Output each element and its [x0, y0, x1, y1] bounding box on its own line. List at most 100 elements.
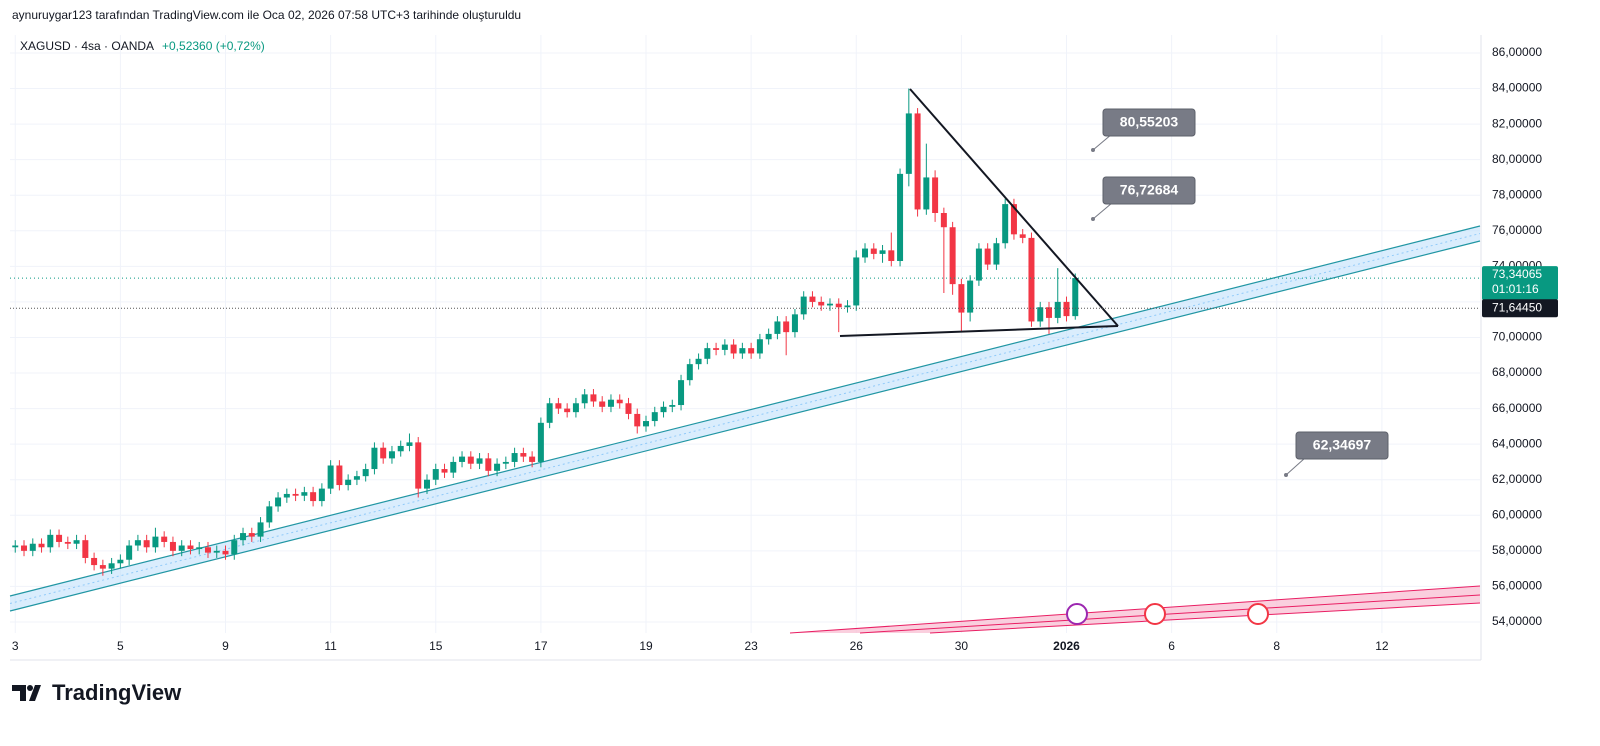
candle-body: [897, 173, 904, 262]
candle-body: [809, 296, 816, 302]
candle-body: [1019, 234, 1026, 238]
y-tick-label: 78,00000: [1492, 187, 1542, 201]
candle-body: [485, 458, 492, 471]
pink-line: [929, 602, 1481, 634]
candle-body: [38, 543, 45, 548]
channel-line: [9, 225, 1481, 597]
candle-body: [616, 399, 623, 404]
callout-box: [1295, 431, 1389, 460]
candle-body: [327, 465, 334, 489]
candle-body: [940, 212, 947, 228]
candle-body: [932, 177, 939, 213]
x-tick-label: 3: [12, 639, 19, 653]
callout-box: [1102, 108, 1196, 137]
candle-body: [529, 456, 536, 462]
callout-pointer: [1092, 202, 1113, 220]
candle-body: [1028, 237, 1035, 322]
candle-body: [853, 257, 860, 306]
candle-body: [572, 403, 579, 413]
candle-body: [494, 463, 501, 471]
candle-body: [502, 461, 509, 464]
candle-body: [651, 412, 658, 422]
pink-line: [859, 594, 1481, 634]
reference-box: [1482, 299, 1558, 318]
candle-body: [380, 447, 387, 459]
x-tick-label: 8: [1273, 639, 1280, 653]
logo-mark: [27, 685, 33, 691]
candle-body: [450, 461, 457, 473]
x-tick-label: 2026: [1053, 639, 1080, 653]
candle-body: [310, 492, 317, 502]
candle-body: [12, 545, 19, 548]
channel-line: [9, 240, 1481, 612]
candle-body: [625, 403, 632, 414]
candle-body: [721, 344, 728, 350]
candle-body: [362, 469, 369, 477]
countdown: 01:01:16: [1492, 282, 1539, 296]
event-icon[interactable]: [1144, 603, 1166, 625]
event-icon[interactable]: [1247, 603, 1269, 625]
candle-body: [1045, 307, 1052, 318]
grid: [10, 35, 1480, 633]
candle-body: [1063, 301, 1070, 317]
candle-body: [783, 321, 790, 333]
y-tick-label: 80,00000: [1492, 152, 1542, 166]
candle-body: [511, 453, 518, 462]
x-tick-label: 23: [744, 639, 758, 653]
candle-body: [546, 403, 553, 423]
candle-body: [301, 492, 308, 496]
logo-mark: [12, 685, 41, 701]
x-tick-label: 11: [324, 639, 337, 653]
x-tick-label: 6: [1168, 639, 1175, 653]
candle-body: [765, 333, 772, 340]
candle-body: [152, 536, 159, 548]
candle-body: [275, 497, 282, 507]
callout-label: 80,55203: [1120, 114, 1179, 130]
candle-body: [686, 364, 693, 381]
candle-body: [1037, 307, 1044, 322]
candle-body: [248, 533, 255, 537]
candles: [12, 88, 1079, 576]
candle-body: [643, 421, 650, 427]
candle-body: [923, 177, 930, 210]
candle-body: [914, 113, 921, 210]
event-icon[interactable]: [1066, 603, 1088, 625]
candle-body: [56, 534, 63, 542]
candle-body: [713, 348, 720, 350]
candle-body: [949, 227, 956, 285]
candle-body: [345, 479, 352, 486]
y-tick-label: 84,00000: [1492, 81, 1542, 95]
last-price-box: [1482, 266, 1558, 301]
candle-body: [336, 465, 343, 486]
candle-body: [748, 348, 755, 354]
candle-body: [704, 348, 711, 359]
candle-body: [161, 536, 168, 542]
candle-body: [520, 453, 527, 457]
candle-body: [870, 248, 877, 254]
candle-body: [82, 540, 89, 558]
candle-body: [958, 284, 965, 313]
trend-line: [839, 325, 1119, 337]
y-tick-label: 82,00000: [1492, 116, 1542, 130]
candle-body: [292, 493, 299, 496]
candle-body: [99, 565, 106, 569]
candle-body: [29, 543, 36, 551]
candle-body: [21, 545, 28, 551]
y-tick-label: 62,00000: [1492, 472, 1542, 486]
candle-body: [91, 557, 98, 566]
candle-body: [143, 540, 150, 548]
y-tick-label: 70,00000: [1492, 330, 1542, 344]
candle-body: [975, 248, 982, 281]
candle-body: [984, 248, 991, 265]
candle-body: [835, 303, 842, 308]
y-tick-label: 86,00000: [1492, 45, 1542, 59]
last-price-label: 73,34065: [1492, 267, 1542, 281]
candle-body: [240, 533, 247, 541]
candle-body: [791, 314, 798, 333]
candle-body: [555, 403, 562, 409]
candle-body: [581, 394, 588, 404]
candle-body: [1010, 204, 1017, 235]
logo: TradingView: [12, 680, 182, 705]
candle-body: [888, 250, 895, 262]
candle-body: [967, 280, 974, 313]
